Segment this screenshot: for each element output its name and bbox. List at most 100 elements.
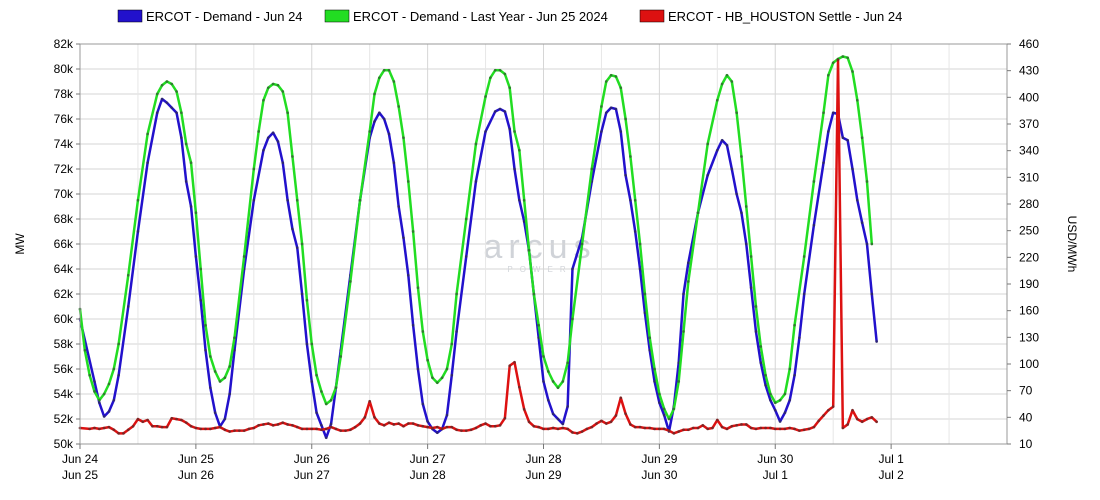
series-0-point (281, 161, 285, 165)
series-2-point (566, 427, 570, 431)
series-1-point (696, 211, 700, 215)
series-0-point (262, 148, 265, 152)
y-right-tick-label-14: 430 (1019, 64, 1039, 78)
series-1-point (551, 380, 555, 383)
series-1-point (735, 111, 739, 115)
series-1-point (513, 130, 516, 133)
series-0-point (402, 236, 405, 240)
y-left-tick-label-6: 62k (54, 287, 74, 301)
series-2-point (788, 426, 792, 430)
series-2-point (344, 429, 347, 433)
series-2-point (696, 426, 700, 430)
series-1-point (445, 367, 449, 371)
legend-item-hb-houston[interactable]: ERCOT - HB_HOUSTON Settle - Jun 24 (639, 9, 902, 24)
series-2-point (740, 423, 743, 426)
series-0-point (517, 198, 521, 202)
series-0-point (252, 198, 256, 202)
series-1-point (484, 95, 487, 98)
series-1-point (648, 336, 652, 340)
series-2-point (846, 423, 850, 426)
series-1-point (793, 323, 796, 327)
series-1-point (450, 342, 454, 346)
series-2-point (228, 430, 232, 433)
series-2-point (836, 58, 840, 62)
series-0-point (542, 380, 545, 383)
series-2-point (165, 425, 169, 429)
series-0-point (291, 227, 294, 231)
series-0-point (638, 267, 642, 271)
series-1-point (870, 242, 874, 246)
series-2-point (783, 427, 787, 431)
series-1-point (677, 380, 681, 383)
series-1-point (474, 142, 478, 146)
series-1-point (638, 242, 642, 246)
series-1-point (715, 98, 719, 102)
series-1-point (431, 376, 434, 380)
y-left-tick-label-2: 54k (54, 387, 74, 401)
series-2-point (373, 415, 376, 419)
y-axis-right-title: USD/MWh (1065, 216, 1079, 273)
series-2-point (445, 425, 449, 429)
series-2-point (672, 431, 676, 435)
series-1-point (624, 117, 627, 121)
y-right-tick-label-11: 340 (1019, 144, 1039, 158)
series-2-point (493, 424, 497, 428)
series-1-point (324, 402, 328, 406)
series-0-point (179, 136, 183, 140)
series-1-point (566, 361, 570, 365)
y-left-tick-label-12: 74k (54, 137, 74, 151)
series-0-point (324, 436, 328, 440)
series-2-point (358, 422, 362, 425)
x-tick-label-secondary-5: Jun 30 (641, 468, 677, 482)
series-2-point (542, 427, 545, 431)
series-1-point (281, 90, 285, 93)
series-0-point (855, 198, 859, 202)
series-0-point (759, 361, 763, 365)
series-2-point (233, 429, 236, 433)
series-2-point (725, 427, 729, 431)
series-0-point (556, 417, 560, 421)
series-0-point (865, 242, 869, 246)
series-2-point (276, 423, 280, 426)
legend-item-demand[interactable]: ERCOT - Demand - Jun 24 (117, 9, 303, 24)
y-axis-left-title: MW (13, 233, 27, 255)
series-2-point (320, 428, 323, 432)
y-right-tick-label-5: 160 (1019, 304, 1039, 318)
series-2-point (522, 407, 526, 411)
series-1-point (204, 323, 207, 327)
series-2-point (653, 427, 656, 431)
y-right-tick-label-12: 370 (1019, 117, 1039, 131)
series-2-point (633, 425, 637, 429)
series-2-point (865, 417, 869, 421)
series-0-point (513, 167, 516, 171)
legend-label-demand-last-year: ERCOT - Demand - Last Year - Jun 25 2024 (353, 9, 608, 24)
series-1-point (160, 83, 164, 87)
series-2-point (184, 421, 188, 425)
series-2-point (397, 422, 401, 425)
series-0-point (503, 110, 507, 113)
series-2-point (826, 408, 830, 412)
series-0-point (392, 161, 396, 165)
series-0-point (329, 422, 333, 426)
series-0-point (107, 410, 111, 413)
series-2-point (561, 426, 565, 430)
y-right-tick-label-0: 10 (1019, 437, 1033, 451)
series-1-point (291, 155, 294, 158)
series-0-point (851, 167, 854, 171)
series-0-point (93, 380, 96, 383)
legend-item-demand-last-year[interactable]: ERCOT - Demand - Last Year - Jun 25 2024 (324, 9, 608, 24)
series-0-point (802, 292, 806, 296)
series-1-point (657, 392, 661, 396)
series-1-point (590, 167, 594, 171)
series-1-point (571, 317, 574, 321)
series-0-point (604, 111, 608, 115)
series-1-point (208, 355, 212, 358)
series-0-point (546, 398, 550, 402)
series-2-point (208, 427, 212, 431)
series-0-point (411, 323, 415, 327)
series-1-point (633, 198, 637, 202)
series-0-point (426, 420, 430, 423)
x-tick-label-2: Jun 26 (294, 452, 330, 466)
series-1-point (262, 98, 265, 102)
series-0-point (233, 348, 236, 352)
